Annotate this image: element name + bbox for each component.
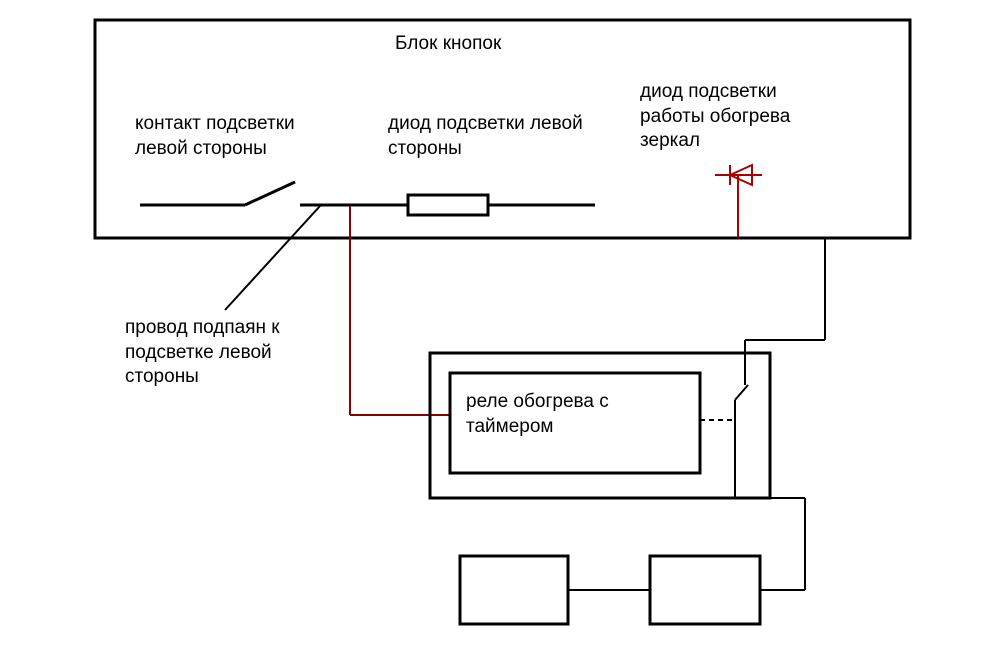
leader-line: [225, 206, 320, 310]
switch-contact-symbol: [140, 182, 408, 205]
bottom-right-box: [650, 556, 760, 624]
relay-label: реле обогрева с таймером: [466, 390, 666, 439]
relay-contact-symbol: [700, 353, 748, 498]
diode-left-symbol: [408, 195, 595, 215]
block-title-label: Блок кнопок: [395, 32, 501, 57]
wire-soldered-label: провод подпаян к подсветке левой стороны: [125, 316, 345, 390]
diode-to-relay-wire: [738, 238, 825, 353]
diode-mirror-label: диод подсветки работы обогрева зеркал: [640, 80, 840, 154]
bottom-left-box: [460, 556, 568, 624]
relay-to-box-wire: [735, 498, 805, 590]
diode-left-label: диод подсветки левой стороны: [388, 112, 588, 161]
mirror-heating-diode-symbol: [715, 165, 762, 238]
contact-left-label: контакт подсветки левой стороны: [135, 112, 335, 161]
